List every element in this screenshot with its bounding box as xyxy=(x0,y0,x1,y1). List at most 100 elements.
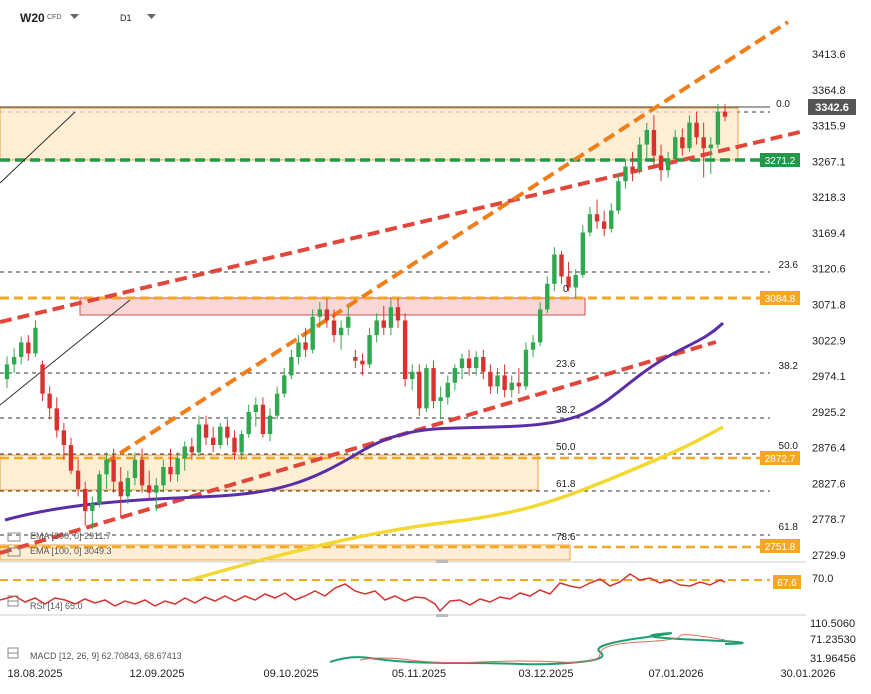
rsi-settings-icon[interactable] xyxy=(7,595,19,607)
time-tick-label: 12.09.2025 xyxy=(129,668,184,680)
price-tick-label: 3267.1 xyxy=(812,156,846,168)
candle-body xyxy=(388,307,394,328)
candle xyxy=(182,441,187,471)
candle-body xyxy=(488,371,493,387)
price-tick-label: 3120.6 xyxy=(812,264,846,276)
level-2872-badge-text: 2872.7 xyxy=(765,454,796,465)
candle xyxy=(673,129,678,163)
candle-body xyxy=(75,470,81,489)
price-tick-label: 3071.8 xyxy=(812,299,846,311)
candle-body xyxy=(637,144,642,171)
fib-left-50-label: 50.0 xyxy=(556,442,576,453)
candle xyxy=(274,386,280,420)
candle xyxy=(26,335,31,361)
candle-body xyxy=(438,397,443,402)
candle-body xyxy=(566,276,571,288)
candle-body xyxy=(381,320,386,328)
candle-body xyxy=(673,137,678,160)
candle xyxy=(19,336,24,365)
candle xyxy=(395,298,401,328)
candle-body xyxy=(609,210,614,229)
fib-61.8-label: 61.8 xyxy=(779,522,799,533)
candle xyxy=(402,313,408,387)
candle-body xyxy=(47,393,52,409)
candle xyxy=(481,349,486,380)
ema-100-legend[interactable]: EMA [100, 0] 3049.3 xyxy=(30,546,112,556)
candle xyxy=(97,470,102,508)
candle-body xyxy=(168,466,173,475)
candle xyxy=(417,364,422,416)
candle-body xyxy=(139,459,145,486)
ema-100-line xyxy=(189,425,724,582)
support-badge xyxy=(760,153,800,167)
ema-200-eye-icon[interactable] xyxy=(7,532,21,542)
ema-100-eye-icon[interactable] xyxy=(7,547,21,557)
candle xyxy=(530,335,536,358)
time-tick-label: 07.01.2026 xyxy=(648,668,703,680)
candle-body xyxy=(4,364,10,380)
candle-body xyxy=(118,481,123,497)
ema-200-legend[interactable]: EMA [200, 0] 2911.7 xyxy=(30,531,111,541)
price-tick-label: 2974.1 xyxy=(812,371,846,383)
candle xyxy=(168,448,173,482)
candle xyxy=(61,423,67,460)
candle xyxy=(708,137,713,174)
candle-body xyxy=(402,320,408,380)
macd-resize-handle[interactable] xyxy=(436,614,448,617)
fib-left-78.6-label: 78.6 xyxy=(556,532,576,543)
candle-body xyxy=(431,368,436,402)
candle-body xyxy=(274,393,280,416)
candle xyxy=(715,104,721,149)
candle-body xyxy=(516,382,522,387)
chevron-down-icon[interactable] xyxy=(70,14,79,20)
candle xyxy=(630,151,635,182)
candle xyxy=(289,349,294,380)
candle-body xyxy=(616,181,621,211)
candle xyxy=(452,364,458,391)
candle xyxy=(4,356,10,388)
symbol-label[interactable]: W20 xyxy=(20,11,45,25)
candle xyxy=(658,144,664,182)
candle-body xyxy=(182,446,187,459)
candle-body xyxy=(367,335,372,365)
candle xyxy=(239,430,244,460)
candle xyxy=(381,305,386,336)
macd-axis-label-2: 71.23530 xyxy=(810,634,856,646)
macd-settings-icon[interactable] xyxy=(7,647,19,659)
fib-38.2-label: 38.2 xyxy=(779,361,799,372)
candle-body xyxy=(310,316,315,350)
macd-legend[interactable]: MACD [12, 26, 9] 62.70843, 68.67413 xyxy=(30,651,182,661)
candle-body xyxy=(61,430,67,446)
timeframe-chevron-down-icon[interactable] xyxy=(147,14,156,20)
candle xyxy=(587,206,593,237)
candle xyxy=(573,269,578,299)
time-tick-label: 18.08.2025 xyxy=(7,668,62,680)
fib-left-61.8-label: 61.8 xyxy=(556,479,576,490)
timeframe-label[interactable]: D1 xyxy=(120,13,132,23)
candle-body xyxy=(424,368,429,409)
candle xyxy=(559,250,564,284)
candle xyxy=(665,151,671,178)
candle-body xyxy=(360,360,365,365)
rsi-level-badge xyxy=(773,575,801,589)
candle-body xyxy=(466,358,472,369)
candle-body xyxy=(296,342,301,358)
fib-0-label: 0.0 xyxy=(776,99,790,110)
candle-body xyxy=(196,424,202,453)
candle-body xyxy=(40,364,45,394)
symbol-sub-label: CFD xyxy=(47,14,62,21)
candle xyxy=(353,349,358,369)
candle xyxy=(495,368,500,394)
candle xyxy=(154,477,159,511)
candle-body xyxy=(353,357,358,361)
candle-body xyxy=(502,375,507,391)
red-zone xyxy=(79,297,586,316)
candle xyxy=(310,309,315,354)
candle xyxy=(488,364,493,394)
rsi-resize-handle[interactable] xyxy=(436,560,448,563)
candle-body xyxy=(303,342,308,350)
candle xyxy=(218,423,223,449)
candle-body xyxy=(132,459,138,478)
rsi-legend[interactable]: RSI [14] 65.0 xyxy=(30,601,83,611)
